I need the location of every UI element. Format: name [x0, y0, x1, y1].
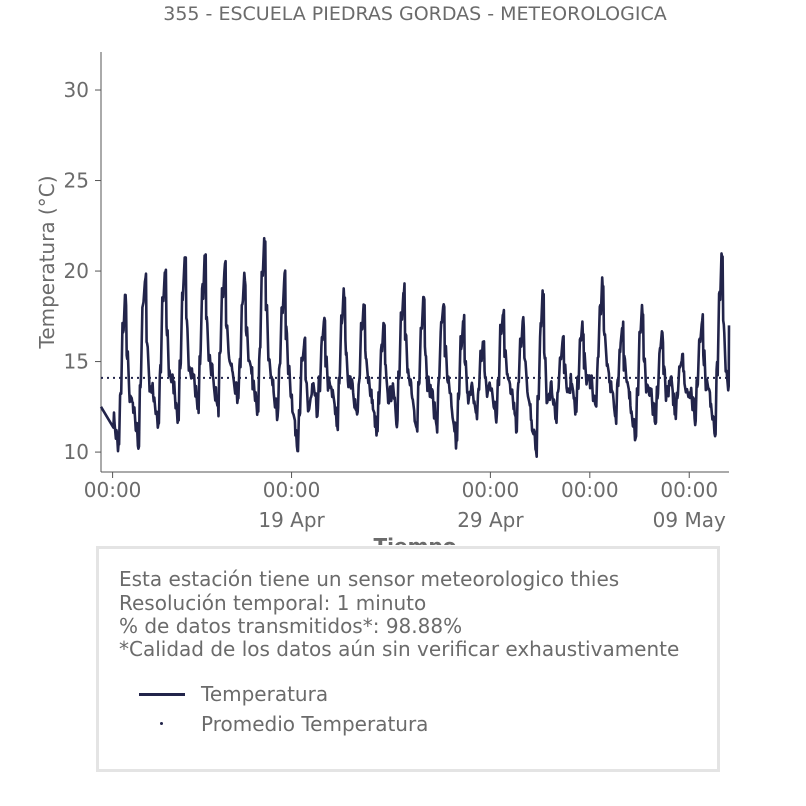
series-group — [99, 236, 731, 458]
y-axis-title: Temperatura (°C) — [35, 175, 59, 349]
info-transmitted-text: % de datos transmitidos*: 98.88% — [119, 614, 463, 638]
y-tick-label: 10 — [64, 440, 89, 464]
y-tick-label: 30 — [64, 78, 89, 102]
x-axis-title: Tiempo — [374, 534, 457, 545]
y-tick-label: 20 — [64, 259, 89, 283]
x-axis-ticks: 00:00 00:00 19 Apr 00:00 29 Apr 00:00 00:00 09 … — [84, 472, 726, 532]
legend-line-swatch — [139, 693, 185, 696]
y-axis-ticks: 10 15 20 25 30 — [64, 78, 101, 464]
x-tick-date-label: 19 Apr — [258, 508, 325, 532]
x-tick-label: 00:00 — [84, 478, 142, 502]
x-tick-label: 00:00 — [561, 478, 619, 502]
info-sensor-text: Esta estación tiene un sensor meteorolog… — [119, 567, 620, 591]
y-tick-label: 25 — [64, 169, 89, 193]
chart-title: 355 - ESCUELA PIEDRAS GORDAS - METEOROLO… — [163, 3, 666, 25]
info-quality-text: *Calidad de los datos aún sin verificar … — [119, 637, 680, 661]
temperature-series-line — [99, 236, 731, 458]
legend-dot-swatch — [160, 722, 163, 725]
legend-label-average: Promedio Temperatura — [201, 712, 429, 736]
x-tick-label: 00:00 — [462, 478, 520, 502]
y-tick-label: 15 — [64, 350, 89, 374]
info-resolution-text: Resolución temporal: 1 minuto — [119, 591, 427, 615]
x-tick-label: 00:00 — [263, 478, 321, 502]
temperature-chart: 355 - ESCUELA PIEDRAS GORDAS - METEOROLO… — [35, 3, 731, 545]
x-tick-label: 00:00 — [660, 478, 718, 502]
legend-label-temperature: Temperatura — [201, 682, 329, 706]
info-box: Esta estación tiene un sensor meteorolog… — [96, 546, 720, 772]
x-tick-date-label: 09 May — [653, 508, 726, 532]
x-tick-date-label: 29 Apr — [457, 508, 524, 532]
